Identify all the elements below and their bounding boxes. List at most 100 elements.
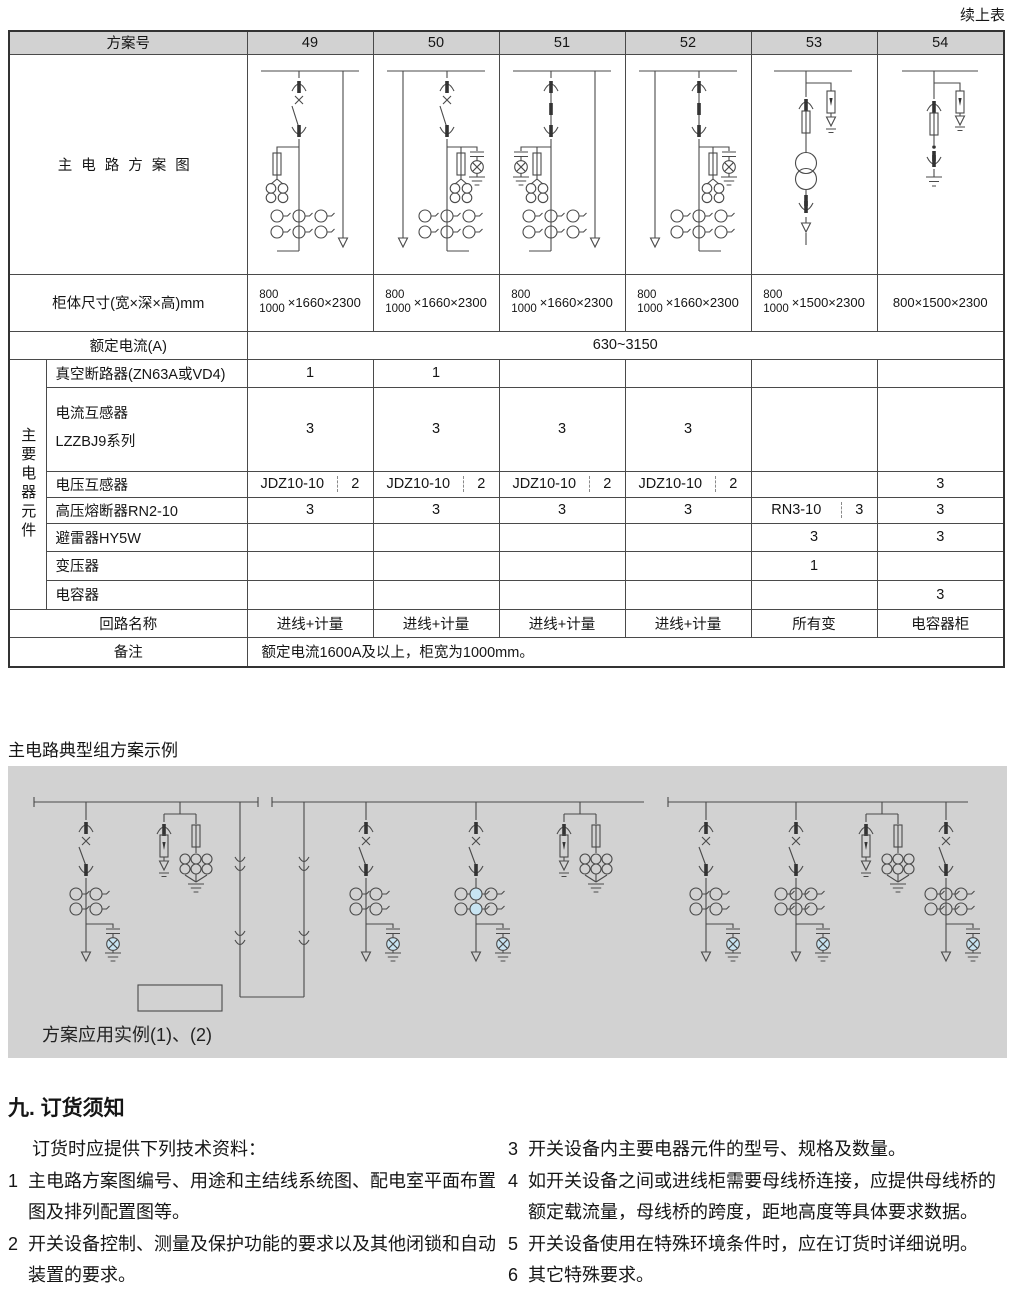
ct-cell: 3: [498, 386, 626, 472]
scheme-no-header: 方案号: [8, 30, 248, 55]
scheme-50-diagram: [372, 53, 500, 275]
vcb-row: 主要电器元件 真空断路器(ZN63A或VD4) 1 1: [8, 358, 1005, 610]
scheme-column-54: 54: [876, 30, 1005, 55]
cabinet-size-cell: 800 1000 ×1660×2300: [498, 273, 626, 332]
ct-cell: [876, 386, 1005, 472]
transformer-row: 变压器 1: [9, 550, 1005, 581]
arrester-cell: [498, 522, 626, 552]
arrester-cell: 3: [750, 522, 878, 552]
vcb-cell: [498, 358, 626, 388]
scheme-column-53: 53: [750, 30, 878, 55]
fuse-cell: 3: [498, 496, 626, 524]
circuit-name-cell: 进线+计量: [498, 608, 626, 638]
cabinet-size-cell: 800 1000 ×1660×2300: [372, 273, 500, 332]
capacitor-cell: 3: [876, 579, 1005, 610]
scheme-table: 方案号 49 50 51 52 53 54 主电路方案图: [8, 30, 1005, 668]
pt-cell: JDZ10-10 2: [246, 470, 374, 498]
circuit-name-cell: 所有变: [750, 608, 878, 638]
pt-row: 电压互感器 JDZ10-10 2 JDZ10-10 2 JDZ10-10 2 JDZ1…: [9, 470, 1005, 498]
ordering-item: 1 主电路方案图编号、用途和主结线系统图、配电室平面布置图及排列配置图等。: [8, 1170, 496, 1223]
fuse-cell: 3: [624, 496, 752, 524]
pt-cell: [750, 470, 878, 498]
pt-cell: JDZ10-10 2: [624, 470, 752, 498]
ct-cell: 3: [372, 386, 500, 472]
arrester-cell: 3: [876, 522, 1005, 552]
ordering-item: 3 开关设备内主要电器元件的型号、规格及数量。: [508, 1139, 906, 1159]
arrester-cell: [246, 522, 374, 552]
circuit-name-cell: 电容器柜: [876, 608, 1005, 638]
cabinet-size-cell: 800×1500×2300: [876, 273, 1005, 332]
scheme-54-diagram: [876, 53, 1005, 275]
ordering-right-column: 3 开关设备内主要电器元件的型号、规格及数量。 4 如开关设备之间或进线柜需要母…: [508, 1134, 1011, 1292]
rated-current-row: 额定电流(A) 630~3150: [8, 330, 1005, 360]
vcb-label: 真空断路器(ZN63A或VD4): [45, 358, 248, 388]
capacitor-cell: [372, 579, 500, 610]
diagram-row: 主电路方案图: [8, 53, 1005, 275]
cabinet-size-row: 柜体尺寸(宽×深×高)mm 800 1000 ×1660×2300 800 1000…: [8, 273, 1005, 332]
circuit-name-cell: 进线+计量: [246, 608, 374, 638]
ordering-item: 4 如开关设备之间或进线柜需要母线桥连接，应提供母线桥的额定载流量，母线桥的跨度…: [508, 1170, 996, 1223]
arrester-row: 避雷器HY5W 3 3: [9, 522, 1005, 552]
arrester-cell: [372, 522, 500, 552]
rated-current-value: 630~3150: [246, 330, 1005, 360]
vcb-cell: [750, 358, 878, 388]
transformer-cell: [498, 550, 626, 581]
fuse-row: 高压熔断器RN2-10 3 3 3 3 RN3-10 3 3: [9, 496, 1005, 524]
pt-cell: JDZ10-10 2: [372, 470, 500, 498]
circuit-name-cell: 进线+计量: [372, 608, 500, 638]
rated-current-label: 额定电流(A): [8, 330, 248, 360]
capacitor-cell: [750, 579, 878, 610]
vcb-cell: 1: [372, 358, 500, 388]
vcb-cell: [624, 358, 752, 388]
ordering-item: 5 开关设备使用在特殊环境条件时，应在订货时详细说明。: [508, 1233, 978, 1254]
ct-cell: [750, 386, 878, 472]
capacitor-cell: [498, 579, 626, 610]
circuit-name-row: 回路名称 进线+计量 进线+计量 进线+计量 进线+计量 所有变 电容器柜: [8, 608, 1005, 638]
transformer-cell: [246, 550, 374, 581]
fuse-cell: 3: [246, 496, 374, 524]
scheme-column-51: 51: [498, 30, 626, 55]
scheme-column-50: 50: [372, 30, 500, 55]
ct-cell: 3: [246, 386, 374, 472]
capacitor-row: 电容器 3: [9, 579, 1005, 610]
ordering-item: 2 开关设备控制、测量及保护功能的要求以及其他闭锁和自动装置的要求。: [8, 1233, 496, 1286]
pt-cell: 3: [876, 470, 1005, 498]
pt-label: 电压互感器: [45, 470, 248, 498]
ordering-section: 九. 订货须知 订货时应提供下列技术资料： 1 主电路方案图编号、用途和主结线系…: [0, 1092, 1015, 1292]
ordering-heading: 九. 订货须知: [8, 1097, 125, 1120]
fuse-cell: 3: [876, 496, 1005, 524]
vcb-cell: [876, 358, 1005, 388]
remark-row: 备注 额定电流1600A及以上，柜宽为1000mm。: [8, 636, 1005, 668]
ct-row: 电流互感器 LZZBJ9系列 3 3 3 3: [9, 386, 1005, 472]
table-header-row: 方案号 49 50 51 52 53 54: [8, 30, 1005, 55]
transformer-label: 变压器: [45, 550, 248, 581]
fuse-label: 高压熔断器RN2-10: [45, 496, 248, 524]
transformer-cell: [372, 550, 500, 581]
fuse-cell: RN3-10 3: [750, 496, 878, 524]
fuse-cell: 3: [372, 496, 500, 524]
scheme-51-diagram: [498, 53, 626, 275]
transformer-cell: 1: [750, 550, 878, 581]
scheme-52-diagram: [624, 53, 752, 275]
capacitor-label: 电容器: [45, 579, 248, 610]
scheme-column-49: 49: [246, 30, 374, 55]
transformer-cell: [876, 550, 1005, 581]
capacitor-cell: [246, 579, 374, 610]
cabinet-size-cell: 800 1000 ×1500×2300: [750, 273, 878, 332]
ordering-item: 6 其它特殊要求。: [508, 1265, 654, 1285]
ct-cell: 3: [624, 386, 752, 472]
examples-caption: 方案应用实例(1)、(2): [42, 1025, 212, 1045]
ordering-intro: 订货时应提供下列技术资料：: [32, 1139, 266, 1159]
continued-note: 续上表: [959, 7, 1005, 24]
vcb-cell: 1: [246, 358, 374, 388]
pt-cell: JDZ10-10 2: [498, 470, 626, 498]
examples-title: 主电路典型组方案示例: [8, 741, 178, 760]
main-components-label: 主要电器元件: [8, 358, 47, 610]
scheme-49-diagram: [246, 53, 374, 275]
transformer-cell: [624, 550, 752, 581]
cabinet-size-cell: 800 1000 ×1660×2300: [624, 273, 752, 332]
arrester-cell: [624, 522, 752, 552]
scheme-column-52: 52: [624, 30, 752, 55]
capacitor-cell: [624, 579, 752, 610]
ordering-left-column: 订货时应提供下列技术资料： 1 主电路方案图编号、用途和主结线系统图、配电室平面…: [8, 1134, 502, 1292]
